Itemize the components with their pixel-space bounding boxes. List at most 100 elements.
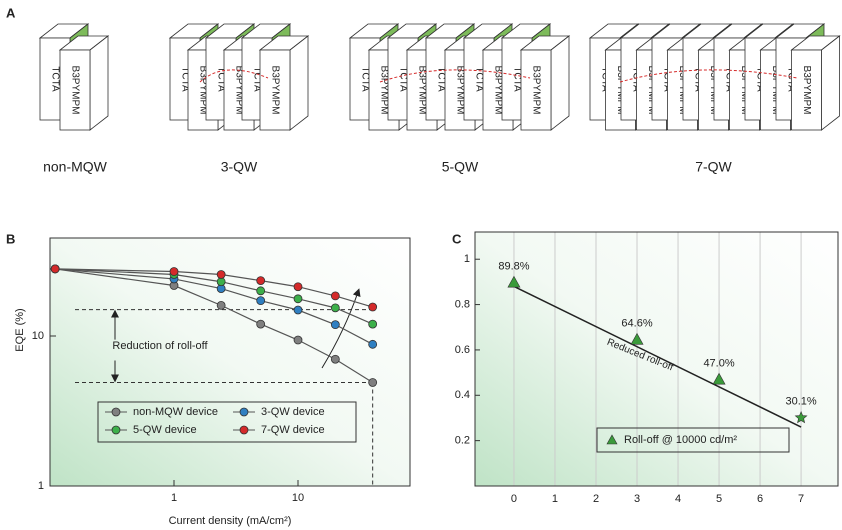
point (293, 335, 303, 345)
legend-label: 3-QW device (261, 406, 325, 418)
legend-label: 5-QW device (133, 424, 197, 436)
layer-label: TCTA (661, 66, 672, 92)
value-label: 64.6% (621, 317, 652, 329)
exciton-path (619, 69, 798, 83)
layer-label: B3PYMPM (416, 66, 427, 115)
exciton-path (199, 69, 269, 83)
point (330, 291, 340, 301)
point (507, 275, 521, 288)
layer-label: B3PYMPM (739, 66, 750, 115)
x-tick-label: 1 (552, 493, 558, 505)
layer-label: B3PYMPM (197, 66, 208, 115)
x-tick-label: 2 (593, 493, 599, 505)
layer-label: TCTA (49, 66, 60, 92)
x-axis-label: Current density (mA/cm²) (169, 515, 292, 527)
point (330, 320, 340, 330)
slab-front (791, 49, 822, 131)
plot-frame (474, 231, 839, 487)
group-label: 5-QW (442, 159, 479, 175)
x-tick-label: 7 (798, 493, 804, 505)
point (330, 303, 340, 313)
x-tick-label: 4 (675, 493, 681, 505)
point (293, 282, 303, 292)
layer-label: B3PYMPM (770, 66, 781, 115)
point (256, 296, 266, 306)
layer-label: TCTA (723, 66, 734, 92)
point (216, 270, 226, 279)
trend-line (513, 285, 802, 428)
point (712, 372, 726, 385)
legend-marker (239, 407, 249, 417)
panel-label: C (452, 231, 462, 246)
point (256, 286, 266, 296)
legend-marker (111, 407, 121, 417)
group-label: non-MQW (43, 159, 108, 175)
value-label: 89.8% (498, 260, 529, 272)
slab-front (259, 49, 291, 131)
layer-label: TCTA (599, 66, 610, 92)
x-tick-label: 6 (757, 493, 763, 505)
group-label: 3-QW (221, 159, 258, 175)
layer-label: TCTA (511, 66, 522, 92)
slab-front (520, 49, 552, 131)
slab-side (289, 35, 309, 131)
annotation: Reduction of roll-off (112, 340, 208, 352)
y-tick-label: 0.6 (455, 344, 470, 356)
legend-marker (111, 425, 121, 435)
slab-side (89, 35, 109, 131)
exciton-path (379, 69, 531, 83)
x-tick-label: 5 (716, 493, 722, 505)
point (368, 339, 378, 349)
point (330, 354, 340, 364)
y-tick-label: 1 (38, 480, 44, 492)
point (216, 277, 226, 287)
x-tick-label: 3 (634, 493, 640, 505)
legend-label: Roll-off @ 10000 cd/m² (624, 434, 737, 446)
x-tick-label: 1 (171, 492, 177, 504)
plot-bg (475, 232, 838, 486)
x-tick-label: 10 (292, 492, 304, 504)
slab-side (821, 35, 840, 131)
group-label: 7-QW (695, 159, 732, 175)
point (169, 267, 179, 276)
layer-label: B3PYMPM (492, 66, 503, 115)
slab-front (59, 49, 91, 131)
point (368, 302, 378, 312)
layer-label: TCTA (785, 66, 796, 92)
layer-label: B3PYMPM (530, 66, 541, 115)
point (293, 294, 303, 304)
x-tick-label: 0 (511, 493, 517, 505)
layer-label: TCTA (359, 66, 370, 92)
plot-frame (49, 237, 411, 487)
point (794, 410, 808, 424)
layer-label: TCTA (754, 66, 765, 92)
layer-label: B3PYMPM (615, 66, 626, 115)
panel-label: A (6, 5, 16, 20)
layer-label: TCTA (179, 66, 190, 92)
legend-marker (239, 425, 249, 435)
layer-label: B3PYMPM (69, 66, 80, 115)
legend-box (97, 401, 357, 443)
point (216, 300, 226, 310)
layer-label: B3PYMPM (708, 66, 719, 115)
arrow (321, 288, 361, 369)
value-label: 47.0% (703, 357, 734, 369)
y-tick-label: 0.4 (455, 389, 470, 401)
y-axis-label: EQE (%) (14, 308, 26, 351)
point (368, 319, 378, 329)
point (256, 276, 266, 286)
legend-label: non-MQW device (133, 406, 218, 418)
layer-label: TCTA (215, 66, 226, 92)
legend-label: 7-QW device (261, 424, 325, 436)
layer-label: B3PYMPM (233, 66, 244, 115)
layer-label: B3PYMPM (269, 66, 280, 115)
y-tick-label: 0.8 (455, 298, 470, 310)
point (630, 332, 644, 345)
value-label: 30.1% (785, 396, 816, 408)
panel-label: B (6, 231, 15, 246)
layer-label: B3PYMPM (677, 66, 688, 115)
y-tick-label: 10 (32, 330, 44, 342)
plot-bg (50, 238, 410, 486)
point (256, 319, 266, 329)
